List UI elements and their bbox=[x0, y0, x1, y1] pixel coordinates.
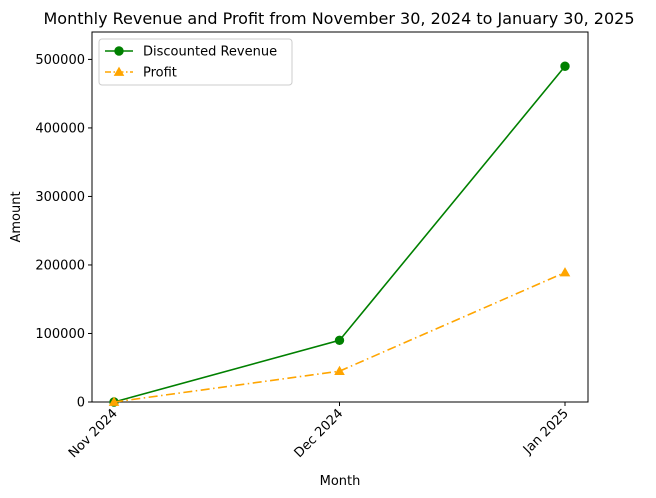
legend-item: Profit bbox=[105, 66, 177, 81]
data-point bbox=[108, 396, 120, 406]
y-axis: 0 100000 200000 300000 400000 500000 bbox=[35, 53, 92, 411]
legend-item: Discounted Revenue bbox=[105, 45, 277, 60]
plot-area bbox=[91, 31, 589, 403]
legend-frame bbox=[98, 38, 293, 86]
y-tick-label: 300000 bbox=[35, 190, 85, 205]
y-tick-label: 0 bbox=[77, 396, 85, 411]
y-tick-label: 200000 bbox=[35, 258, 85, 273]
legend: Discounted Revenue Profit bbox=[98, 38, 293, 86]
data-point bbox=[559, 267, 571, 277]
legend-label: Discounted Revenue bbox=[143, 45, 277, 60]
y-tick-label: 500000 bbox=[35, 53, 85, 68]
chart-title: Monthly Revenue and Profit from November… bbox=[43, 9, 634, 28]
data-point bbox=[560, 61, 570, 71]
x-axis: Nov 2024 Dec 2024 Jan 2025 bbox=[66, 402, 572, 461]
series-profit bbox=[108, 267, 571, 406]
y-tick-label: 100000 bbox=[35, 327, 85, 342]
legend-label: Profit bbox=[143, 66, 177, 81]
y-tick-label: 400000 bbox=[35, 121, 85, 136]
data-point bbox=[334, 335, 345, 346]
legend-marker bbox=[113, 66, 125, 76]
legend-marker bbox=[114, 46, 124, 56]
x-tick-label: Dec 2024 bbox=[292, 406, 347, 461]
x-tick-label: Nov 2024 bbox=[66, 406, 121, 461]
series-layer bbox=[108, 61, 571, 407]
data-point bbox=[334, 365, 345, 376]
x-tick-label: Jan 2025 bbox=[520, 406, 572, 458]
y-axis-label: Amount bbox=[9, 191, 24, 242]
x-axis-label: Month bbox=[320, 474, 361, 489]
